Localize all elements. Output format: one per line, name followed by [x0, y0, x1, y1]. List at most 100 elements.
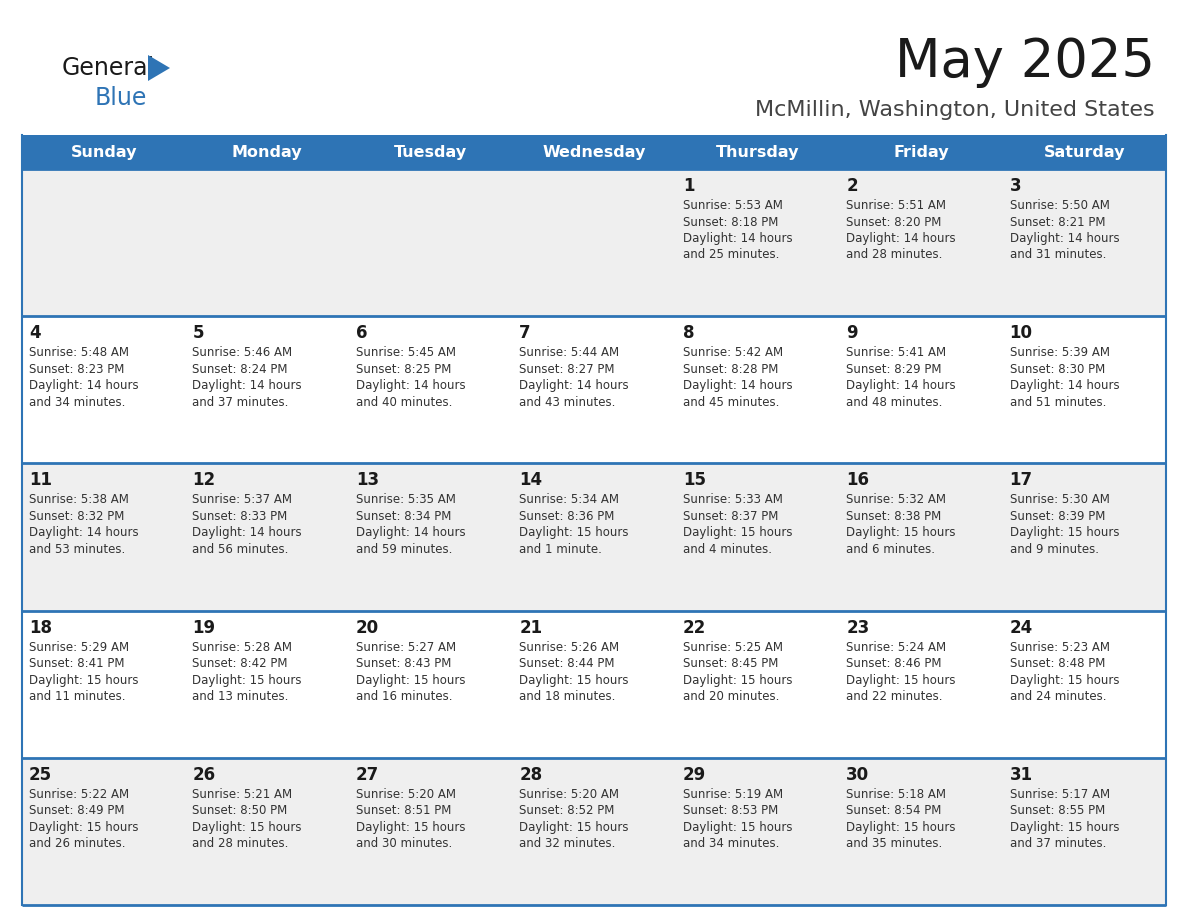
Text: Wednesday: Wednesday [542, 144, 646, 160]
Text: Sunrise: 5:39 AM: Sunrise: 5:39 AM [1010, 346, 1110, 359]
Text: May 2025: May 2025 [895, 36, 1155, 88]
Text: Sunrise: 5:30 AM: Sunrise: 5:30 AM [1010, 493, 1110, 507]
Text: Sunrise: 5:32 AM: Sunrise: 5:32 AM [846, 493, 946, 507]
Text: and 40 minutes.: and 40 minutes. [356, 396, 453, 409]
Text: Sunrise: 5:23 AM: Sunrise: 5:23 AM [1010, 641, 1110, 654]
Text: Sunset: 8:23 PM: Sunset: 8:23 PM [29, 363, 125, 375]
Text: 21: 21 [519, 619, 543, 636]
Text: Sunrise: 5:34 AM: Sunrise: 5:34 AM [519, 493, 619, 507]
Text: and 20 minutes.: and 20 minutes. [683, 690, 779, 703]
Text: Sunset: 8:21 PM: Sunset: 8:21 PM [1010, 216, 1105, 229]
Text: Daylight: 15 hours: Daylight: 15 hours [1010, 674, 1119, 687]
Text: Sunrise: 5:27 AM: Sunrise: 5:27 AM [356, 641, 456, 654]
Text: Daylight: 14 hours: Daylight: 14 hours [1010, 379, 1119, 392]
Text: 28: 28 [519, 766, 543, 784]
Text: Sunset: 8:44 PM: Sunset: 8:44 PM [519, 657, 614, 670]
Text: Daylight: 15 hours: Daylight: 15 hours [519, 821, 628, 834]
Text: Daylight: 14 hours: Daylight: 14 hours [356, 379, 466, 392]
Text: Friday: Friday [893, 144, 949, 160]
Text: Sunrise: 5:41 AM: Sunrise: 5:41 AM [846, 346, 947, 359]
Text: Daylight: 15 hours: Daylight: 15 hours [846, 526, 955, 540]
Text: Sunset: 8:53 PM: Sunset: 8:53 PM [683, 804, 778, 817]
Text: Sunset: 8:28 PM: Sunset: 8:28 PM [683, 363, 778, 375]
Text: 17: 17 [1010, 472, 1032, 489]
Text: and 26 minutes.: and 26 minutes. [29, 837, 126, 850]
Text: Sunrise: 5:17 AM: Sunrise: 5:17 AM [1010, 788, 1110, 800]
Text: Sunset: 8:43 PM: Sunset: 8:43 PM [356, 657, 451, 670]
Text: Sunset: 8:37 PM: Sunset: 8:37 PM [683, 509, 778, 523]
Text: Daylight: 14 hours: Daylight: 14 hours [683, 379, 792, 392]
Text: Sunrise: 5:24 AM: Sunrise: 5:24 AM [846, 641, 947, 654]
Bar [1003, 135, 1165, 169]
Text: 14: 14 [519, 472, 543, 489]
Text: and 45 minutes.: and 45 minutes. [683, 396, 779, 409]
Text: 22: 22 [683, 619, 706, 636]
Text: Sunset: 8:42 PM: Sunset: 8:42 PM [192, 657, 287, 670]
Text: Sunrise: 5:42 AM: Sunrise: 5:42 AM [683, 346, 783, 359]
Text: and 30 minutes.: and 30 minutes. [356, 837, 453, 850]
Text: McMillin, Washington, United States: McMillin, Washington, United States [756, 100, 1155, 120]
Bar [512, 135, 676, 169]
Text: and 13 minutes.: and 13 minutes. [192, 690, 289, 703]
Text: Daylight: 15 hours: Daylight: 15 hours [356, 821, 466, 834]
Text: Sunrise: 5:44 AM: Sunrise: 5:44 AM [519, 346, 619, 359]
Text: Sunset: 8:29 PM: Sunset: 8:29 PM [846, 363, 942, 375]
Text: Daylight: 15 hours: Daylight: 15 hours [683, 674, 792, 687]
Text: Daylight: 14 hours: Daylight: 14 hours [29, 526, 139, 540]
Text: 10: 10 [1010, 324, 1032, 342]
Text: Sunrise: 5:25 AM: Sunrise: 5:25 AM [683, 641, 783, 654]
Text: and 51 minutes.: and 51 minutes. [1010, 396, 1106, 409]
Text: Sunrise: 5:48 AM: Sunrise: 5:48 AM [29, 346, 129, 359]
Text: and 24 minutes.: and 24 minutes. [1010, 690, 1106, 703]
Text: Sunrise: 5:22 AM: Sunrise: 5:22 AM [29, 788, 129, 800]
Text: Daylight: 14 hours: Daylight: 14 hours [846, 232, 956, 245]
Text: Daylight: 14 hours: Daylight: 14 hours [846, 379, 956, 392]
Text: Sunset: 8:52 PM: Sunset: 8:52 PM [519, 804, 614, 817]
Text: and 22 minutes.: and 22 minutes. [846, 690, 942, 703]
Text: and 37 minutes.: and 37 minutes. [1010, 837, 1106, 850]
Text: 11: 11 [29, 472, 52, 489]
Text: Daylight: 14 hours: Daylight: 14 hours [29, 379, 139, 392]
Text: Sunrise: 5:51 AM: Sunrise: 5:51 AM [846, 199, 946, 212]
Text: 15: 15 [683, 472, 706, 489]
Text: Daylight: 15 hours: Daylight: 15 hours [846, 821, 955, 834]
Text: 6: 6 [356, 324, 367, 342]
Text: Daylight: 14 hours: Daylight: 14 hours [1010, 232, 1119, 245]
Polygon shape [148, 55, 170, 81]
Text: and 11 minutes.: and 11 minutes. [29, 690, 126, 703]
Text: Sunset: 8:25 PM: Sunset: 8:25 PM [356, 363, 451, 375]
Text: Sunset: 8:33 PM: Sunset: 8:33 PM [192, 509, 287, 523]
Text: 25: 25 [29, 766, 52, 784]
Text: Daylight: 15 hours: Daylight: 15 hours [1010, 526, 1119, 540]
Text: 31: 31 [1010, 766, 1032, 784]
Text: and 32 minutes.: and 32 minutes. [519, 837, 615, 850]
Text: and 9 minutes.: and 9 minutes. [1010, 543, 1099, 556]
Text: Daylight: 15 hours: Daylight: 15 hours [683, 821, 792, 834]
Text: Sunset: 8:48 PM: Sunset: 8:48 PM [1010, 657, 1105, 670]
Text: Daylight: 15 hours: Daylight: 15 hours [29, 821, 139, 834]
Bar [23, 169, 1165, 316]
Text: and 48 minutes.: and 48 minutes. [846, 396, 942, 409]
Text: Sunrise: 5:28 AM: Sunrise: 5:28 AM [192, 641, 292, 654]
Text: 9: 9 [846, 324, 858, 342]
Bar [23, 610, 1165, 757]
Text: Sunset: 8:45 PM: Sunset: 8:45 PM [683, 657, 778, 670]
Text: 3: 3 [1010, 177, 1022, 195]
Text: General: General [62, 56, 156, 80]
Text: 24: 24 [1010, 619, 1032, 636]
Text: Sunset: 8:32 PM: Sunset: 8:32 PM [29, 509, 125, 523]
Text: 19: 19 [192, 619, 215, 636]
Text: 8: 8 [683, 324, 694, 342]
Text: Blue: Blue [95, 86, 147, 110]
Text: Sunset: 8:24 PM: Sunset: 8:24 PM [192, 363, 287, 375]
Text: Daylight: 14 hours: Daylight: 14 hours [192, 379, 302, 392]
Text: Daylight: 15 hours: Daylight: 15 hours [29, 674, 139, 687]
Text: 4: 4 [29, 324, 40, 342]
Text: Sunset: 8:46 PM: Sunset: 8:46 PM [846, 657, 942, 670]
Text: Sunset: 8:41 PM: Sunset: 8:41 PM [29, 657, 125, 670]
Text: Daylight: 14 hours: Daylight: 14 hours [356, 526, 466, 540]
Text: and 4 minutes.: and 4 minutes. [683, 543, 772, 556]
Text: and 34 minutes.: and 34 minutes. [683, 837, 779, 850]
Text: and 28 minutes.: and 28 minutes. [192, 837, 289, 850]
Text: Sunset: 8:34 PM: Sunset: 8:34 PM [356, 509, 451, 523]
